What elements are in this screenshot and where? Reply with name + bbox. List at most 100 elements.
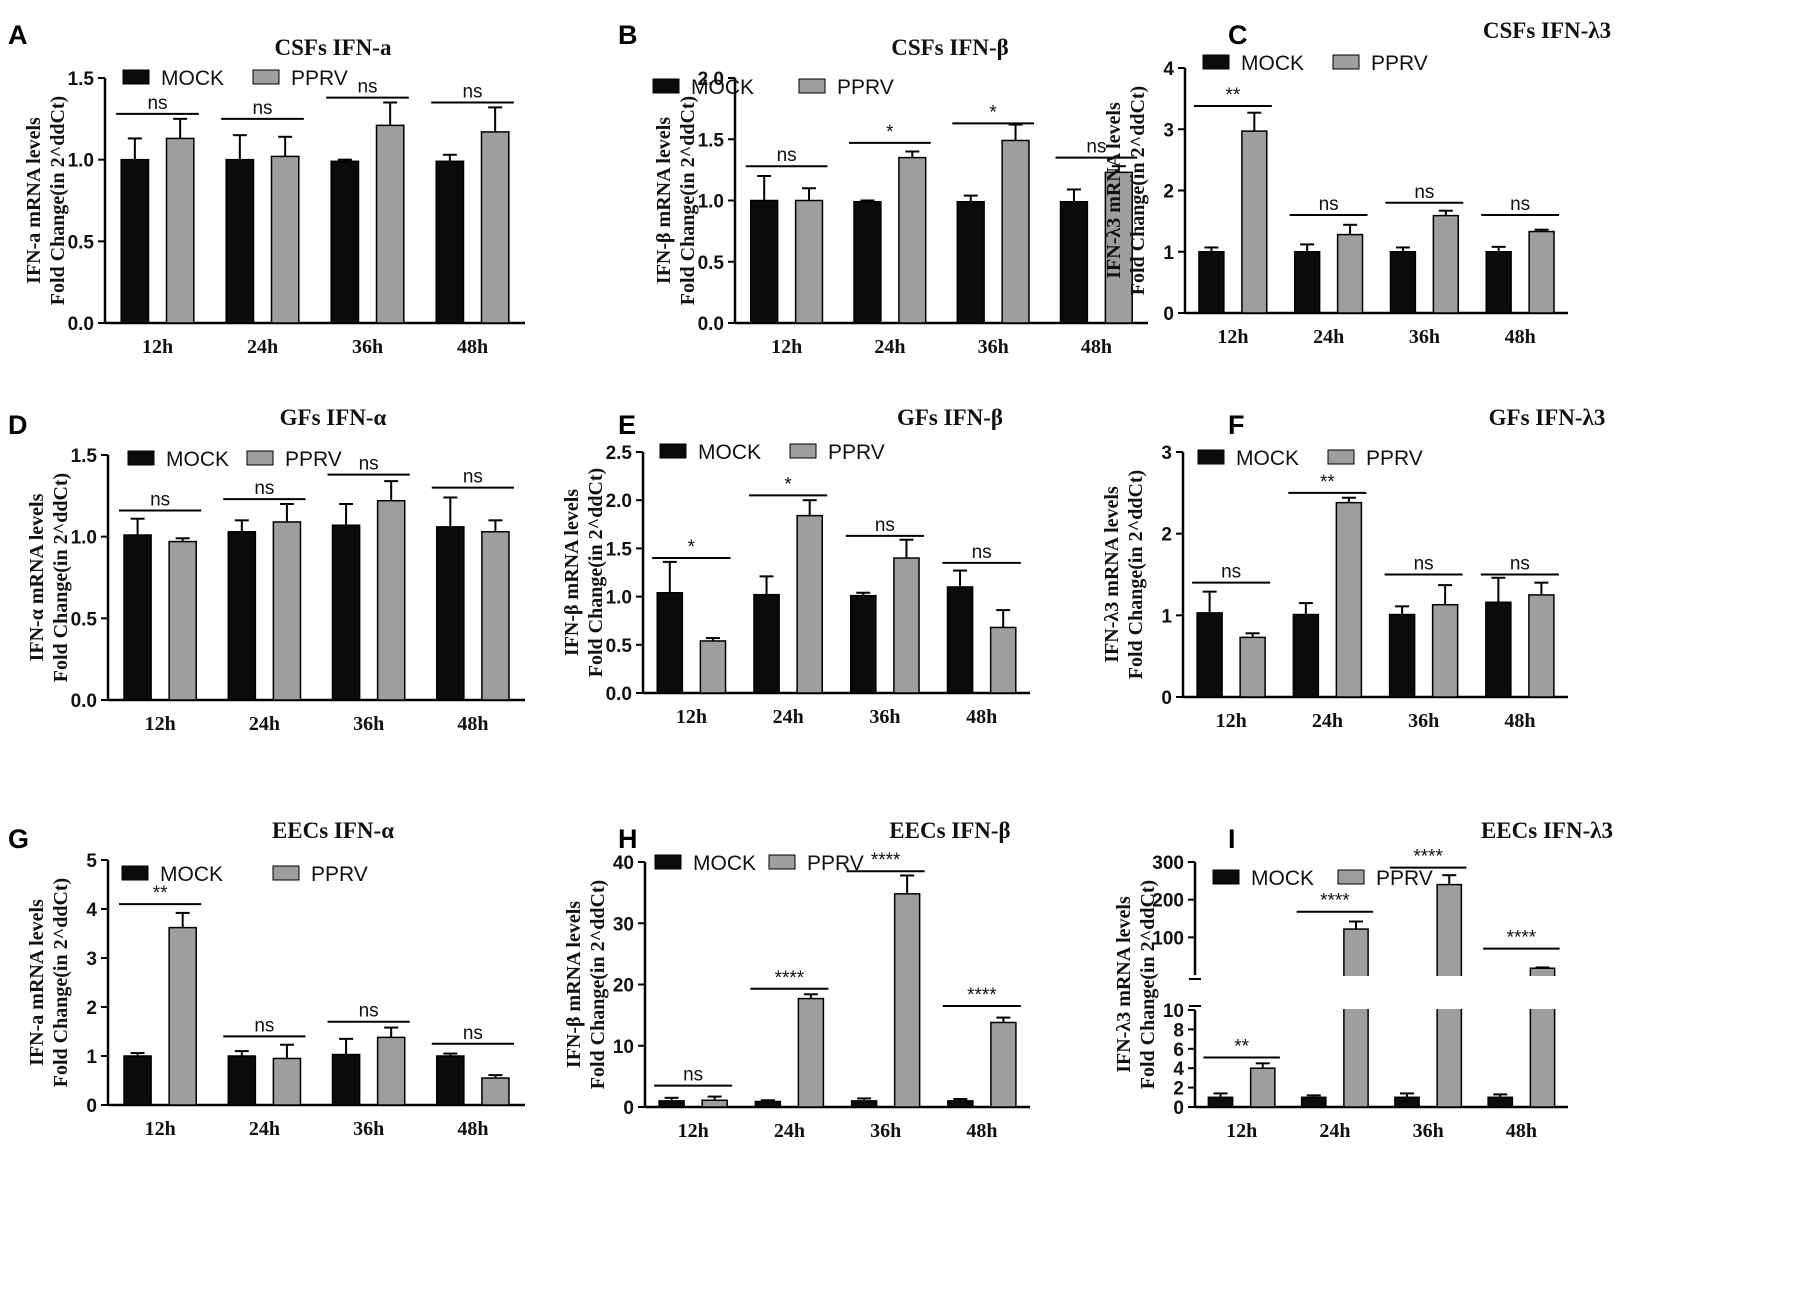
- legend-label-mock: MOCK: [161, 67, 224, 90]
- chart-title: CSFs IFN-β: [891, 35, 1009, 60]
- y-axis-label: Fold Change(in 2^ddCt): [677, 96, 699, 305]
- significance-label: ****: [1507, 928, 1537, 949]
- y-axis-label: IFN-β mRNA levels: [561, 489, 583, 656]
- y-tick-label: 1.0: [68, 151, 94, 172]
- legend-swatch-pprv: [798, 78, 826, 94]
- bar-mock: [1389, 251, 1417, 314]
- x-tick-label: 12h: [1217, 326, 1248, 348]
- y-axis-label: IFN-β mRNA levels: [563, 901, 585, 1068]
- bar-mock: [658, 1100, 685, 1108]
- y-axis-label: IFN-λ3 mRNA levels: [1113, 896, 1135, 1073]
- legend-label-pprv: PPRV: [285, 448, 342, 471]
- y-tick-label: 0.5: [606, 636, 633, 657]
- y-tick-label: 2: [1161, 525, 1172, 546]
- bar-mock: [123, 534, 152, 701]
- panel-letter: B: [618, 20, 638, 50]
- x-tick-label: 36h: [352, 336, 383, 358]
- y-tick-label: 2: [86, 998, 97, 1019]
- panel-letter: A: [8, 20, 28, 50]
- x-tick-label: 12h: [142, 336, 173, 358]
- y-axis-label: Fold Change(in 2^ddCt): [585, 468, 607, 677]
- panel-g: G EECs IFN-α IFN-a mRNA levels Fold Change(…: [8, 818, 525, 1140]
- bar-pprv: [376, 499, 406, 701]
- y-tick-label: 6: [1173, 1040, 1184, 1061]
- legend-swatch-mock: [659, 443, 687, 459]
- panel-letter: I: [1228, 824, 1236, 854]
- chart-title: EECs IFN-β: [889, 818, 1010, 843]
- bar-pprv: [1431, 603, 1459, 698]
- x-tick-label: 36h: [1413, 1120, 1444, 1142]
- y-tick-label: 20: [613, 976, 634, 997]
- bar-mock: [1300, 1096, 1327, 1108]
- y-tick-label: 1.0: [606, 588, 632, 609]
- y-tick-label: 2.5: [606, 443, 633, 464]
- bar-pprv: [1001, 139, 1030, 324]
- x-tick-label: 36h: [353, 1118, 384, 1140]
- x-tick-label: 12h: [678, 1120, 709, 1142]
- x-tick-label: 36h: [353, 713, 384, 735]
- x-tick-label: 24h: [773, 706, 804, 728]
- significance-label: ns: [972, 542, 992, 563]
- bar-pprv: [699, 640, 727, 694]
- y-tick-label: 300: [1152, 853, 1184, 874]
- significance-label: ns: [254, 478, 274, 499]
- bar-mock: [120, 158, 150, 324]
- y-tick-label: 10: [613, 1037, 634, 1058]
- bar-mock: [1207, 1096, 1234, 1108]
- legend-label-pprv: PPRV: [828, 441, 885, 464]
- bar-pprv: [1432, 214, 1460, 314]
- significance-label: **: [153, 883, 168, 904]
- legend-swatch-pprv: [1332, 54, 1360, 70]
- bar-mock: [123, 1055, 152, 1106]
- y-tick-label: 1.5: [698, 130, 725, 151]
- y-axis-label: Fold Change(in 2^ddCt): [50, 473, 72, 682]
- bar-pprv: [701, 1099, 728, 1108]
- significance-label: ns: [683, 1065, 703, 1086]
- legend-label-pprv: PPRV: [837, 76, 894, 99]
- panel-letter: F: [1228, 410, 1245, 440]
- bar-mock: [849, 594, 877, 694]
- y-tick-label: 4: [1163, 59, 1174, 80]
- legend-label-mock: MOCK: [691, 76, 754, 99]
- legend-swatch-mock: [652, 78, 680, 94]
- significance-label: ns: [1221, 562, 1241, 583]
- x-tick-label: 48h: [457, 1118, 488, 1140]
- significance-label: ns: [875, 515, 895, 536]
- y-tick-label: 0: [623, 1098, 634, 1119]
- legend-label-pprv: PPRV: [807, 852, 864, 875]
- y-tick-label: 0.5: [71, 609, 98, 630]
- significance-label: ns: [359, 1001, 379, 1022]
- bar-mock: [947, 1100, 974, 1108]
- x-tick-label: 24h: [1319, 1120, 1350, 1142]
- significance-label: ****: [967, 985, 997, 1006]
- bar-pprv: [893, 893, 921, 1108]
- significance-label: *: [886, 122, 894, 143]
- legend-label-mock: MOCK: [166, 448, 229, 471]
- legend-swatch-pprv: [789, 443, 817, 459]
- legend-label-pprv: PPRV: [311, 863, 368, 886]
- significance-label: ns: [357, 77, 377, 98]
- bar-mock: [754, 1100, 782, 1108]
- x-tick-label: 36h: [978, 336, 1009, 358]
- bar-mock: [227, 1055, 257, 1106]
- bar-mock: [946, 586, 974, 694]
- y-tick-label: 0.0: [606, 684, 632, 705]
- panel-e: E GFs IFN-β IFN-β mRNA levels Fold Change(i…: [561, 405, 1030, 728]
- significance-label: **: [1320, 472, 1335, 493]
- bar-pprv: [1528, 230, 1555, 314]
- significance-label: ns: [1086, 137, 1106, 158]
- panel-letter: C: [1228, 20, 1248, 50]
- significance-label: ns: [463, 1023, 483, 1044]
- legend-swatch-mock: [127, 450, 155, 466]
- panel-h: H EECs IFN-β IFN-β mRNA levels Fold Change(…: [563, 818, 1030, 1142]
- bar-mock: [225, 158, 255, 324]
- panel-letter: G: [8, 824, 29, 854]
- x-tick-label: 12h: [145, 713, 176, 735]
- chart-title: CSFs IFN-a: [275, 35, 392, 60]
- bar-pprv: [1528, 594, 1555, 698]
- y-tick-label: 100: [1152, 928, 1184, 949]
- panel-c: C CSFs IFN-λ3 IFN-λ3 mRNA levels Fold Chang…: [1103, 18, 1611, 348]
- x-tick-label: 12h: [771, 336, 802, 358]
- y-axis-label: Fold Change(in 2^ddCt): [1127, 86, 1149, 295]
- significance-label: ns: [1414, 554, 1434, 575]
